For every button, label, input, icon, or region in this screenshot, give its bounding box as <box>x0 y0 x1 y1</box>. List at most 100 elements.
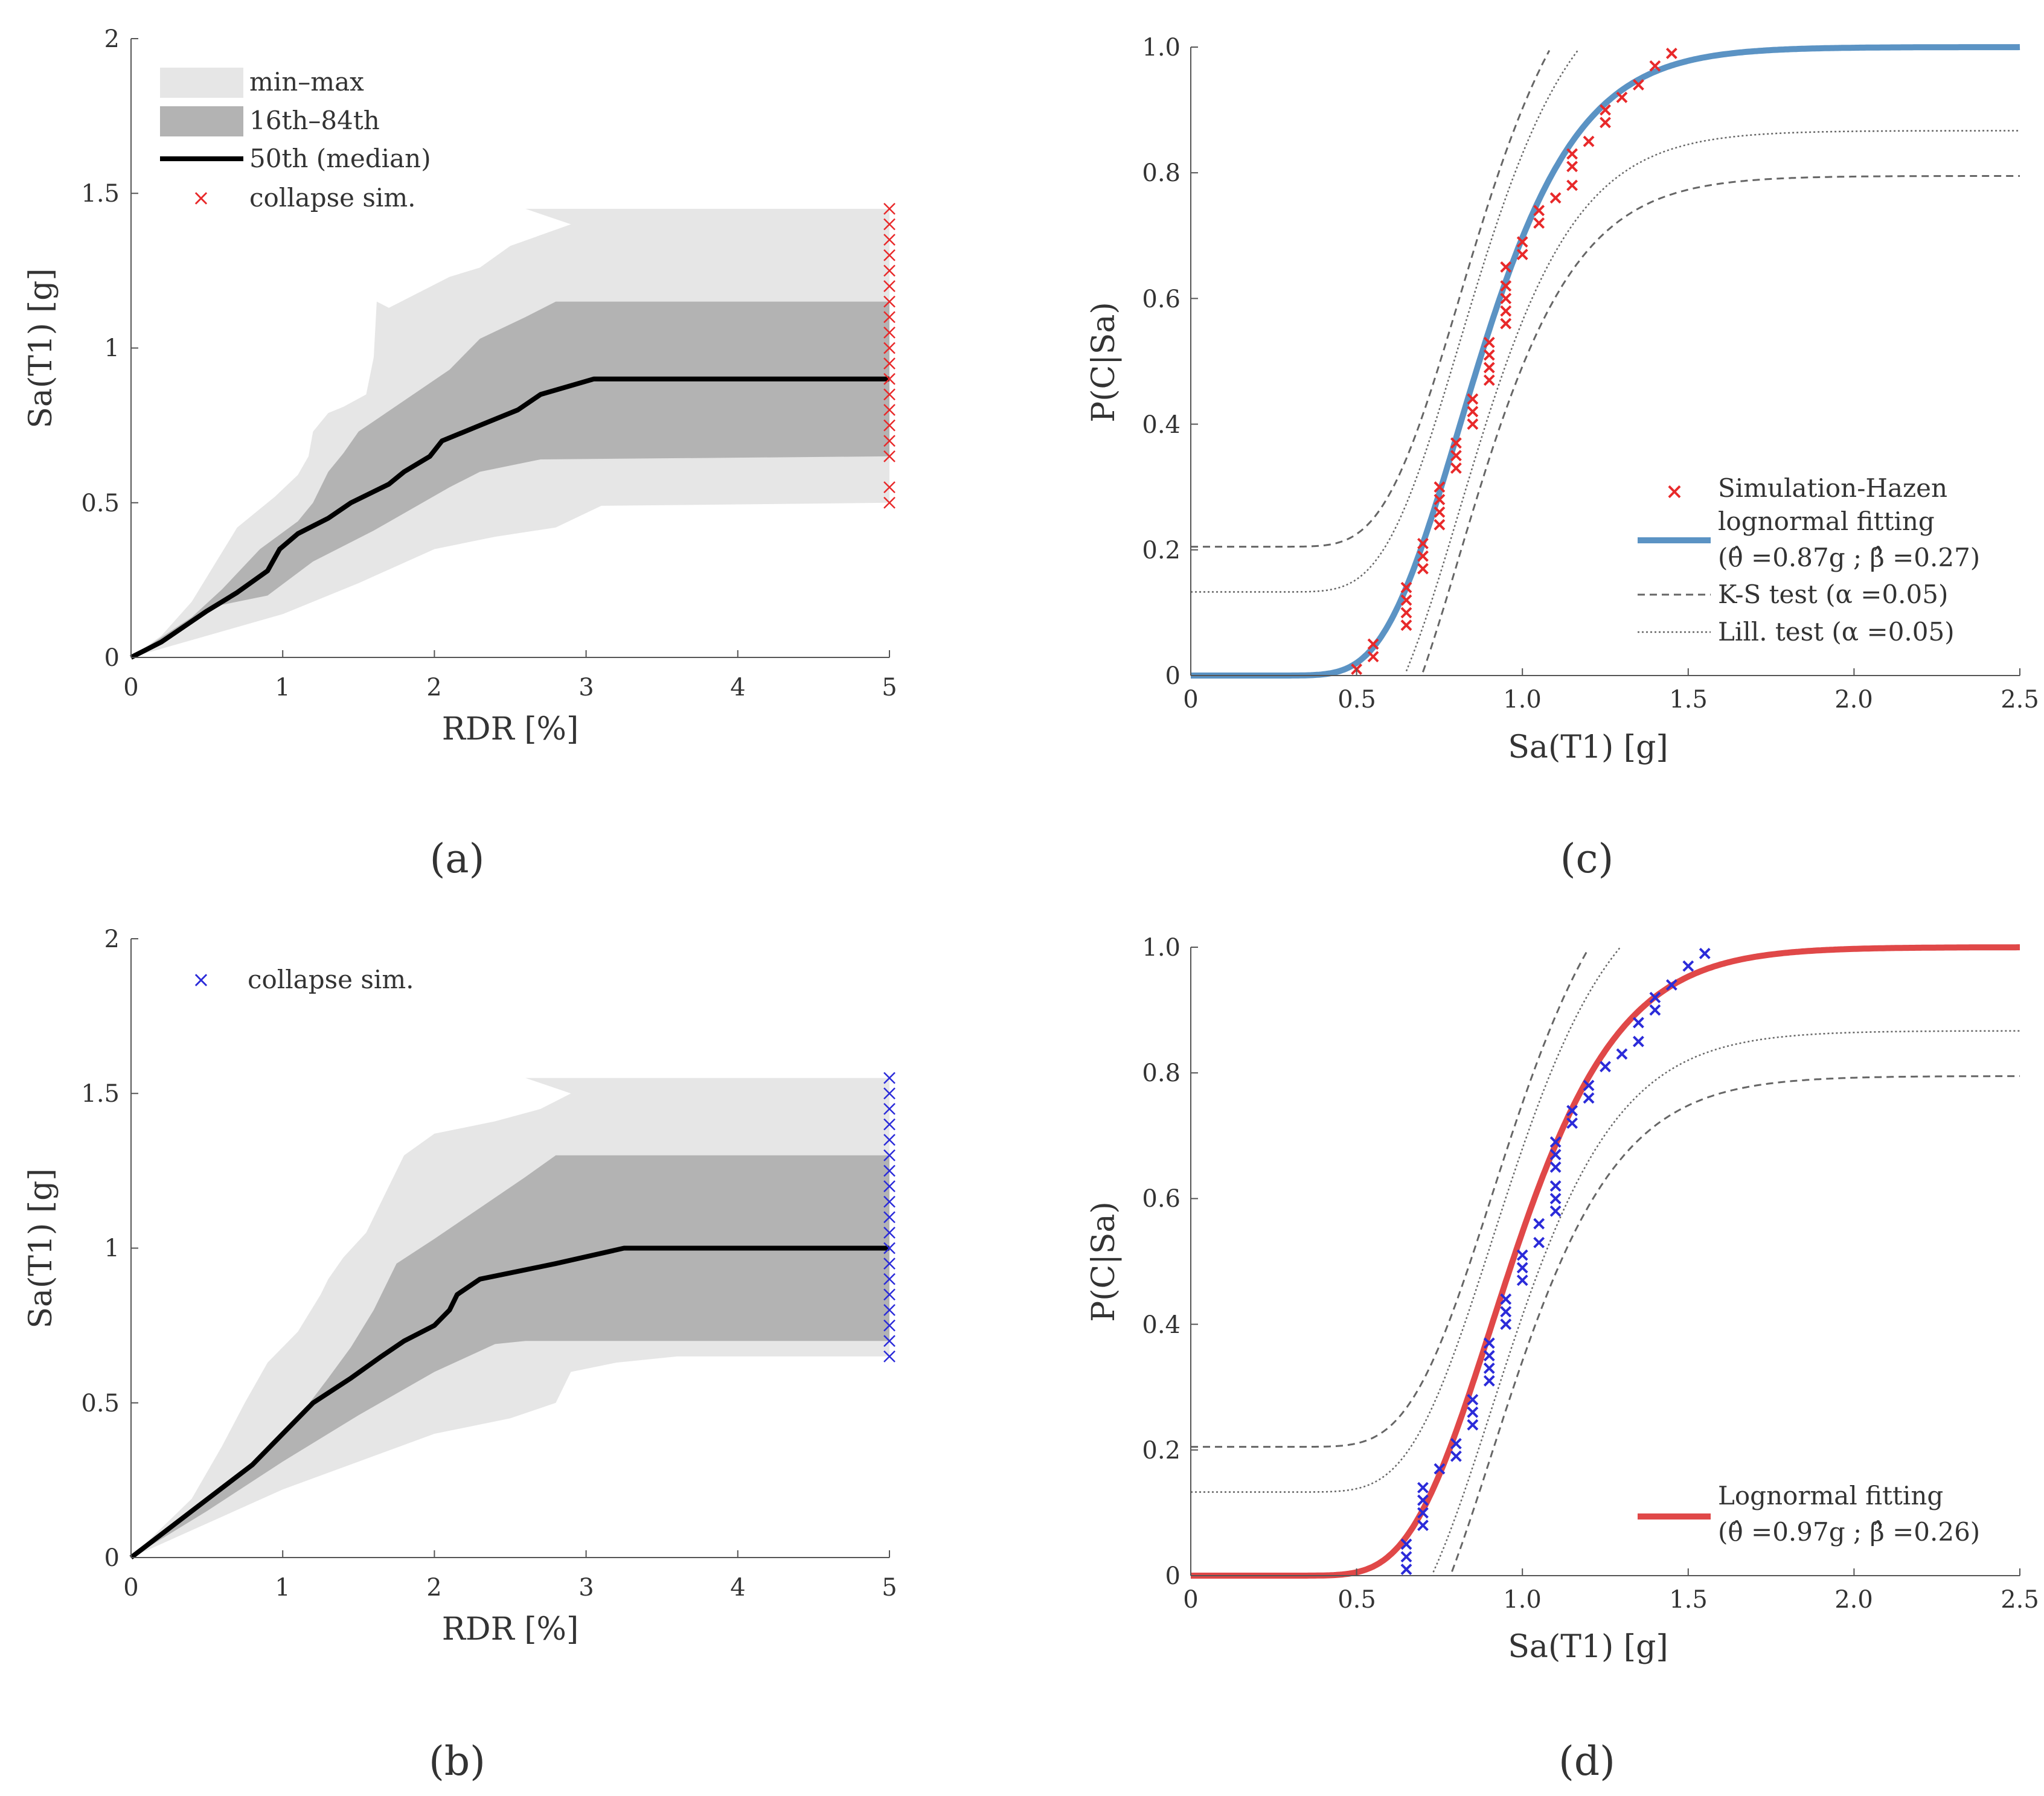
y-tick-label: 2 <box>104 925 120 953</box>
simulation-point <box>1566 148 1578 160</box>
simulation-point <box>1682 960 1694 972</box>
legend: × Simulation-Hazen lognormal fitting (θ̂… <box>1638 473 1980 647</box>
simulation-point <box>1483 1337 1495 1349</box>
simulation-point <box>1600 1061 1611 1073</box>
simulation-point <box>1583 1092 1595 1104</box>
legend: min–max 16th–84th 50th (median) × collap… <box>160 67 431 213</box>
x-tick-label: 2.0 <box>1834 1586 1873 1614</box>
simulation-point <box>1467 1394 1479 1405</box>
x-tick-label: 2 <box>426 674 441 701</box>
y-axis-title: Sa(T1) [g] <box>23 1168 59 1328</box>
y-tick-label: 0.5 <box>81 1390 120 1417</box>
median-line <box>129 1245 889 1560</box>
y-tick-label: 0 <box>1165 662 1181 690</box>
simulation-point <box>1500 1306 1512 1318</box>
y-tick-label: 2 <box>104 25 120 53</box>
simulation-point <box>1500 1318 1512 1331</box>
simulation-point <box>1417 550 1429 562</box>
simulation-point <box>1600 117 1611 129</box>
simulation-point <box>1467 418 1479 430</box>
simulation-point <box>1467 406 1479 418</box>
legend: × collapse sim. <box>192 965 414 994</box>
simulation-point <box>1434 506 1446 518</box>
simulation-point <box>1600 104 1611 116</box>
legend-swatch-minmax <box>160 68 243 98</box>
simulation-point <box>1583 135 1595 147</box>
legend-marker-simulation: × <box>1665 479 1684 504</box>
collapse-point <box>883 311 895 324</box>
simulation-point <box>1566 1105 1578 1117</box>
simulation-point <box>1566 161 1578 173</box>
axis-ticks <box>1190 947 2020 1576</box>
simulation-point <box>1450 1450 1462 1462</box>
panel-caption: (a) <box>430 836 485 882</box>
collapse-point <box>883 450 895 462</box>
simulation-point <box>1483 349 1495 361</box>
collapse-point <box>883 1288 895 1301</box>
y-tick-label: 0 <box>104 644 120 672</box>
y-tick-label: 0 <box>1165 1562 1181 1590</box>
simulation-point <box>1516 236 1528 248</box>
ks-bound-lower <box>1421 175 2020 673</box>
y-tick-label: 0.2 <box>1142 537 1181 564</box>
collapse-point <box>883 1242 895 1254</box>
simulation-point <box>1467 1419 1479 1431</box>
simulation-point <box>1434 1463 1446 1475</box>
y-tick-label: 0.6 <box>1142 1185 1181 1213</box>
simulation-point <box>1549 1180 1562 1192</box>
percentile-band-area <box>131 1155 889 1558</box>
y-tick-label: 0.4 <box>1142 1311 1181 1339</box>
x-tick-label: 3 <box>578 1574 594 1602</box>
collapse-point <box>883 264 895 277</box>
y-axis-title: P(C|Sa) <box>1086 1201 1122 1322</box>
lilliefors-bound-lower <box>1432 1030 2020 1573</box>
simulation-point <box>1549 192 1562 204</box>
legend-marker-collapse: × <box>192 968 210 992</box>
collapse-point <box>883 357 895 370</box>
panel-d: 0 0.5 1.0 1.5 2.0 2.5 0 0.2 0.4 0.6 0.8 … <box>1086 934 2039 1785</box>
collapse-point <box>883 419 895 432</box>
collapse-markers <box>883 202 895 509</box>
simulation-point <box>1417 1507 1429 1519</box>
simulation-point <box>1417 1520 1429 1532</box>
collapse-point <box>883 435 895 447</box>
x-tick-label: 2 <box>426 1574 441 1602</box>
panel-caption: (c) <box>1560 836 1613 882</box>
simulation-point <box>1400 607 1412 619</box>
x-tick-label: 1 <box>275 1574 290 1602</box>
legend-marker-collapse: × <box>192 186 210 211</box>
simulation-point <box>1633 1017 1644 1029</box>
panel-caption: (d) <box>1559 1738 1615 1785</box>
collapse-point <box>883 1258 895 1270</box>
simulation-point <box>1483 374 1495 386</box>
collapse-point <box>883 404 895 416</box>
collapse-point <box>883 496 895 509</box>
simulation-point <box>1400 581 1412 593</box>
collapse-point <box>883 1304 895 1316</box>
legend-label-fit-params: (θ̂ =0.97g ; β̂ =0.26) <box>1718 1517 1980 1547</box>
collapse-point <box>883 218 895 231</box>
x-tick-label: 0 <box>123 1574 138 1602</box>
simulation-point <box>1417 1494 1429 1506</box>
simulation-point <box>1549 1161 1562 1173</box>
y-tick-label: 0.8 <box>1142 159 1181 187</box>
lilliefors-bound-upper <box>1191 947 1621 1493</box>
collapse-point <box>883 249 895 261</box>
legend-label-fit-params: (θ̂ =0.87g ; β̂ =0.27) <box>1718 543 1980 572</box>
simulation-point <box>1616 1048 1628 1060</box>
simulation-point <box>1566 179 1578 191</box>
simulation-markers <box>1351 47 1677 676</box>
ks-bound-upper <box>1191 947 1590 1448</box>
simulation-point <box>1516 249 1528 260</box>
simulation-point <box>1467 1406 1479 1418</box>
simulation-point <box>1367 651 1379 663</box>
collapse-point <box>883 1072 895 1084</box>
simulation-point <box>1633 1035 1644 1047</box>
simulation-point <box>1566 1117 1578 1129</box>
collapse-point <box>883 1134 895 1146</box>
simulation-point <box>1633 79 1644 91</box>
collapse-point <box>883 1335 895 1347</box>
collapse-point <box>883 202 895 215</box>
collapse-point <box>883 1319 895 1332</box>
